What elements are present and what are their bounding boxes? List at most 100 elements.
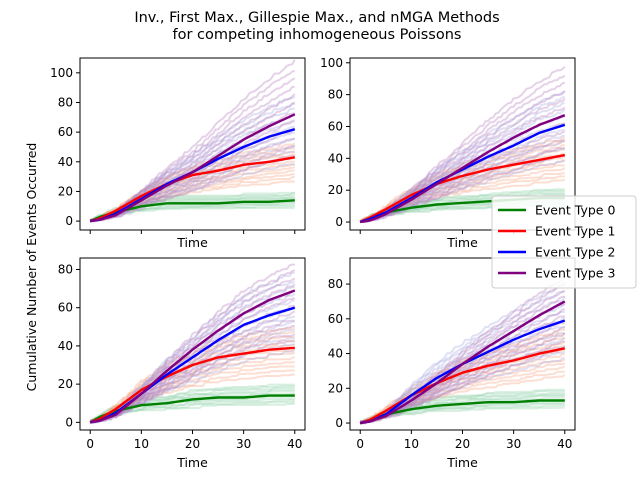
- run-line-type-1: [89, 339, 295, 424]
- x-tick-label: 10: [134, 437, 149, 451]
- run-line-type-3: [90, 145, 295, 223]
- legend-label: Event Type 2: [535, 245, 615, 260]
- run-line-type-3: [90, 340, 295, 423]
- figure-ylabel: Cumulative Number of Events Occurred: [24, 143, 39, 392]
- mean-lines: [359, 300, 566, 425]
- x-tick-label: 30: [506, 437, 521, 451]
- run-line-type-2: [359, 357, 565, 424]
- mean-lines: [89, 113, 296, 223]
- run-line-type-2: [359, 283, 565, 423]
- run-line-type-0: [90, 402, 295, 423]
- subplot-bottom-right: 0 10 20 30 40 0 20 40 60 80 Time: [328, 257, 576, 470]
- y-tick-label: 0: [65, 415, 73, 429]
- run-line-type-0: [360, 401, 565, 423]
- run-line-type-0: [90, 206, 295, 222]
- y-tick-label: 80: [58, 262, 73, 276]
- run-line-type-1: [90, 166, 296, 221]
- run-line-type-1: [360, 332, 566, 425]
- x-tick-label: 30: [236, 437, 251, 451]
- subplot-top-left: 0 20 40 60 80 100 Time: [50, 57, 306, 250]
- y-tick-label: 40: [58, 155, 73, 169]
- run-line-type-3: [360, 139, 565, 223]
- run-line-type-3: [90, 137, 296, 222]
- run-line-type-1: [90, 331, 295, 422]
- run-line-type-3: [360, 346, 566, 423]
- mean-line-type-3: [89, 289, 296, 424]
- run-line-type-1: [90, 142, 296, 221]
- y-tick-label: 40: [58, 339, 73, 353]
- x-tick-label: 20: [185, 437, 200, 451]
- run-line-type-3: [90, 325, 295, 424]
- run-line-type-2: [359, 90, 566, 223]
- run-line-type-0: [90, 386, 295, 424]
- x-tick-label: 20: [455, 437, 470, 451]
- run-line-type-3: [360, 147, 565, 223]
- figure-title-line1: Inv., First Max., Gillespie Max., and nM…: [134, 10, 499, 26]
- mean-lines: [89, 289, 296, 424]
- run-line-type-1: [90, 147, 295, 223]
- y-tick-label: 80: [328, 88, 343, 102]
- y-tick-label: 40: [328, 347, 343, 361]
- y-tick-label: 20: [328, 381, 343, 395]
- run-line-type-3: [360, 81, 566, 223]
- x-tick-label: 0: [356, 437, 364, 451]
- mean-line-type-1: [359, 347, 566, 425]
- y-tick-label: 20: [328, 183, 343, 197]
- legend-label: Event Type 3: [535, 266, 615, 281]
- run-line-type-0: [360, 406, 565, 425]
- figure-title-line2: for competing inhomogeneous Poissons: [173, 27, 462, 43]
- run-line-type-3: [90, 333, 296, 424]
- run-line-type-2: [90, 349, 296, 424]
- run-line-type-0: [89, 401, 295, 424]
- y-tick-label: 60: [328, 312, 343, 326]
- run-line-type-1: [360, 164, 565, 222]
- y-tick-label: 80: [328, 277, 343, 291]
- run-line-type-2: [90, 155, 296, 222]
- run-line-type-2: [360, 159, 566, 223]
- x-axis-label: Time: [446, 235, 478, 250]
- y-tick-label: 20: [58, 184, 73, 198]
- x-tick-label: 40: [557, 437, 572, 451]
- mean-line-type-3: [359, 300, 566, 425]
- run-line-type-0: [360, 404, 565, 425]
- legend-label: Event Type 0: [535, 203, 615, 218]
- run-line-type-2: [90, 337, 295, 424]
- run-line-type-1: [359, 329, 565, 425]
- x-axis-label: Time: [176, 235, 208, 250]
- y-tick-label: 0: [335, 215, 343, 229]
- run-line-type-0: [90, 205, 295, 221]
- run-line-type-2: [90, 163, 295, 223]
- y-tick-label: 0: [65, 214, 73, 228]
- run-line-type-3: [89, 154, 296, 223]
- subplot-bottom-left: 0 10 20 30 40 0 20 40 60 80 Time: [58, 257, 306, 470]
- run-line-type-2: [360, 95, 566, 222]
- y-tick-label: 60: [58, 301, 73, 315]
- run-line-type-3: [359, 154, 565, 223]
- y-tick-label: 100: [320, 56, 343, 70]
- y-tick-label: 60: [328, 119, 343, 133]
- x-axis-label: Time: [446, 455, 478, 470]
- y-tick-label: 80: [58, 95, 73, 109]
- run-line-type-3: [360, 340, 565, 425]
- mean-line-type-1: [89, 346, 295, 424]
- legend: Event Type 0 Event Type 1 Event Type 2 Even…: [491, 195, 637, 289]
- x-tick-label: 40: [287, 437, 302, 451]
- x-tick-label: 10: [404, 437, 419, 451]
- y-tick-label: 60: [58, 125, 73, 139]
- y-tick-label: 0: [335, 416, 343, 430]
- mean-line-type-1: [359, 153, 566, 224]
- y-tick-label: 20: [58, 377, 73, 391]
- y-tick-label: 100: [50, 66, 73, 80]
- run-line-type-2: [360, 295, 566, 425]
- run-line-type-0: [89, 399, 295, 424]
- x-axis-label: Time: [176, 455, 208, 470]
- run-line-type-1: [90, 356, 296, 423]
- simulation-runs: [359, 276, 566, 425]
- run-line-type-0: [90, 201, 295, 221]
- run-line-type-1: [90, 351, 296, 422]
- legend-label: Event Type 1: [535, 224, 615, 239]
- mean-line-type-3: [360, 114, 566, 224]
- run-line-type-1: [360, 344, 566, 423]
